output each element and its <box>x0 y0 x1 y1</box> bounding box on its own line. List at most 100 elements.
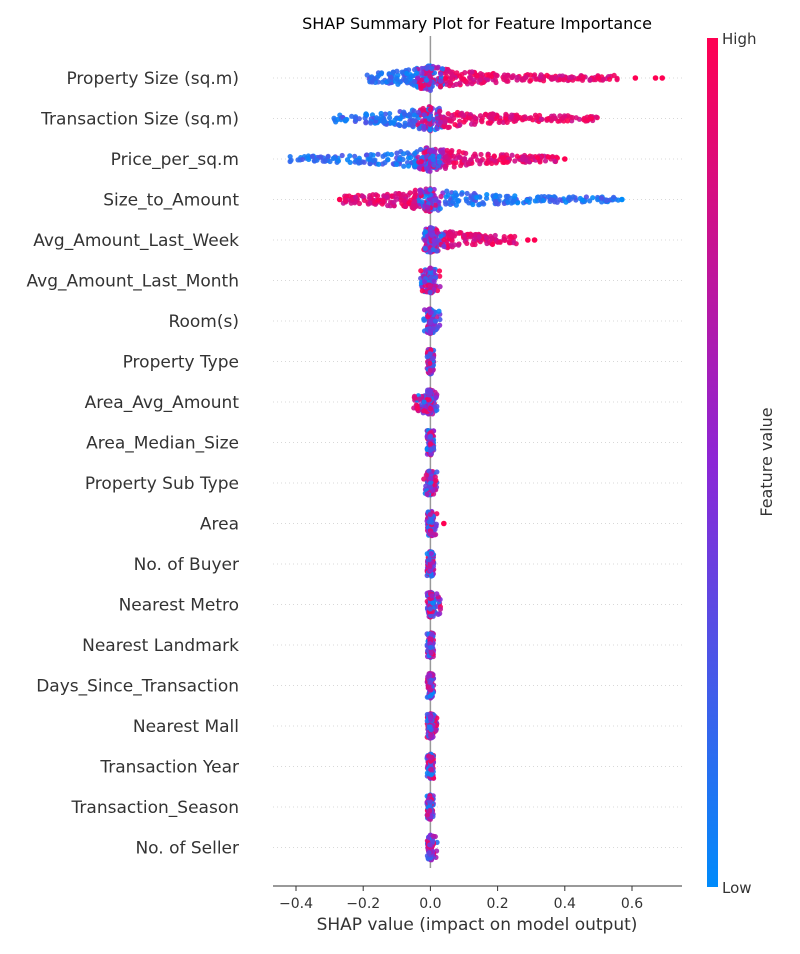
scatter-point <box>540 197 547 204</box>
x-tick-label: −0.2 <box>346 896 380 912</box>
scatter-point <box>429 838 436 844</box>
scatter-point <box>545 154 552 160</box>
x-axis-label: SHAP value (impact on model output) <box>317 915 638 935</box>
scatter-point <box>441 237 447 243</box>
scatter-point <box>427 606 433 612</box>
scatter-point <box>421 399 427 405</box>
scatter-point <box>472 121 478 127</box>
scatter-point <box>425 674 431 680</box>
scatter-point <box>593 114 599 120</box>
scatter-point <box>476 202 482 208</box>
scatter-point <box>418 85 424 91</box>
scatter-point <box>476 234 482 240</box>
scatter-point <box>438 71 444 77</box>
scatter-point <box>394 161 400 168</box>
scatter-point <box>421 112 428 118</box>
scatter-point-outlier <box>441 520 447 527</box>
scatter-point <box>514 200 521 206</box>
scatter-point <box>523 74 529 80</box>
scatter-point <box>428 650 434 656</box>
scatter-point <box>368 152 374 158</box>
scatter-point <box>391 199 397 205</box>
scatter-point <box>449 237 455 244</box>
scatter-point <box>428 480 434 486</box>
scatter-point <box>427 799 433 805</box>
feature-label: Area_Median_Size <box>86 434 239 454</box>
scatter-point <box>442 119 448 125</box>
feature-points-row <box>331 103 600 134</box>
scatter-point <box>426 850 432 856</box>
scatter-point <box>595 75 602 81</box>
scatter-point <box>427 187 433 193</box>
scatter-point <box>399 69 405 75</box>
scatter-point <box>360 193 366 200</box>
scatter-point <box>442 154 449 160</box>
feature-points-row <box>411 387 440 417</box>
scatter-point <box>427 320 433 326</box>
scatter-point <box>483 111 489 117</box>
scatter-point <box>583 194 589 200</box>
scatter-point <box>376 72 382 79</box>
scatter-point <box>427 367 433 374</box>
scatter-point <box>422 149 429 156</box>
scatter-point <box>414 75 421 81</box>
scatter-point <box>412 150 418 156</box>
scatter-point <box>367 200 373 206</box>
scatter-point <box>409 73 416 79</box>
scatter-point <box>432 474 438 480</box>
scatter-point <box>397 156 403 162</box>
scatter-point <box>427 283 433 289</box>
scatter-point <box>606 76 613 82</box>
scatter-point <box>523 157 529 163</box>
scatter-point <box>428 573 434 579</box>
scatter-point <box>425 204 431 210</box>
x-tick-label: 0.2 <box>486 896 508 912</box>
scatter-point <box>443 194 449 200</box>
feature-points-row <box>424 427 437 458</box>
scatter-point <box>535 194 541 200</box>
scatter-point <box>339 152 345 159</box>
scatter-point <box>472 241 478 248</box>
scatter-point <box>443 75 449 81</box>
scatter-point <box>419 120 425 126</box>
scatter-point <box>373 115 380 121</box>
scatter-point <box>439 66 445 72</box>
scatter-point <box>403 77 409 84</box>
scatter-point-outlier <box>562 156 568 162</box>
scatter-point <box>614 77 620 83</box>
scatter-point <box>454 70 460 76</box>
scatter-point <box>395 72 401 78</box>
scatter-point <box>427 476 433 482</box>
scatter-point <box>380 198 386 204</box>
scatter-point <box>426 306 432 312</box>
scatter-point <box>579 197 585 203</box>
scatter-point <box>427 842 433 848</box>
feature-points-row <box>287 145 568 174</box>
scatter-point <box>438 119 444 125</box>
scatter-point <box>427 406 433 412</box>
scatter-point <box>388 74 394 80</box>
scatter-point <box>427 693 433 699</box>
scatter-point <box>443 201 449 207</box>
scatter-point <box>451 164 457 170</box>
scatter-point <box>427 73 433 79</box>
feature-label: Nearest Metro <box>119 596 239 616</box>
scatter-point <box>519 76 525 83</box>
feature-points-row <box>336 186 625 215</box>
scatter-point <box>355 159 361 165</box>
scatter-point <box>493 72 499 78</box>
scatter-point <box>356 200 363 207</box>
feature-label: Property Type <box>123 353 239 373</box>
feature-points-row <box>364 63 666 94</box>
scatter-point <box>573 115 579 121</box>
scatter-point <box>431 278 437 284</box>
feature-points-row <box>424 346 437 377</box>
scatter-point <box>434 403 440 410</box>
scatter-point <box>460 76 467 82</box>
scatter-point <box>437 84 444 90</box>
scatter-point <box>468 157 474 163</box>
x-tick-label: −0.4 <box>279 896 313 912</box>
scatter-point <box>411 203 417 209</box>
feature-label: Property Sub Type <box>85 474 239 494</box>
